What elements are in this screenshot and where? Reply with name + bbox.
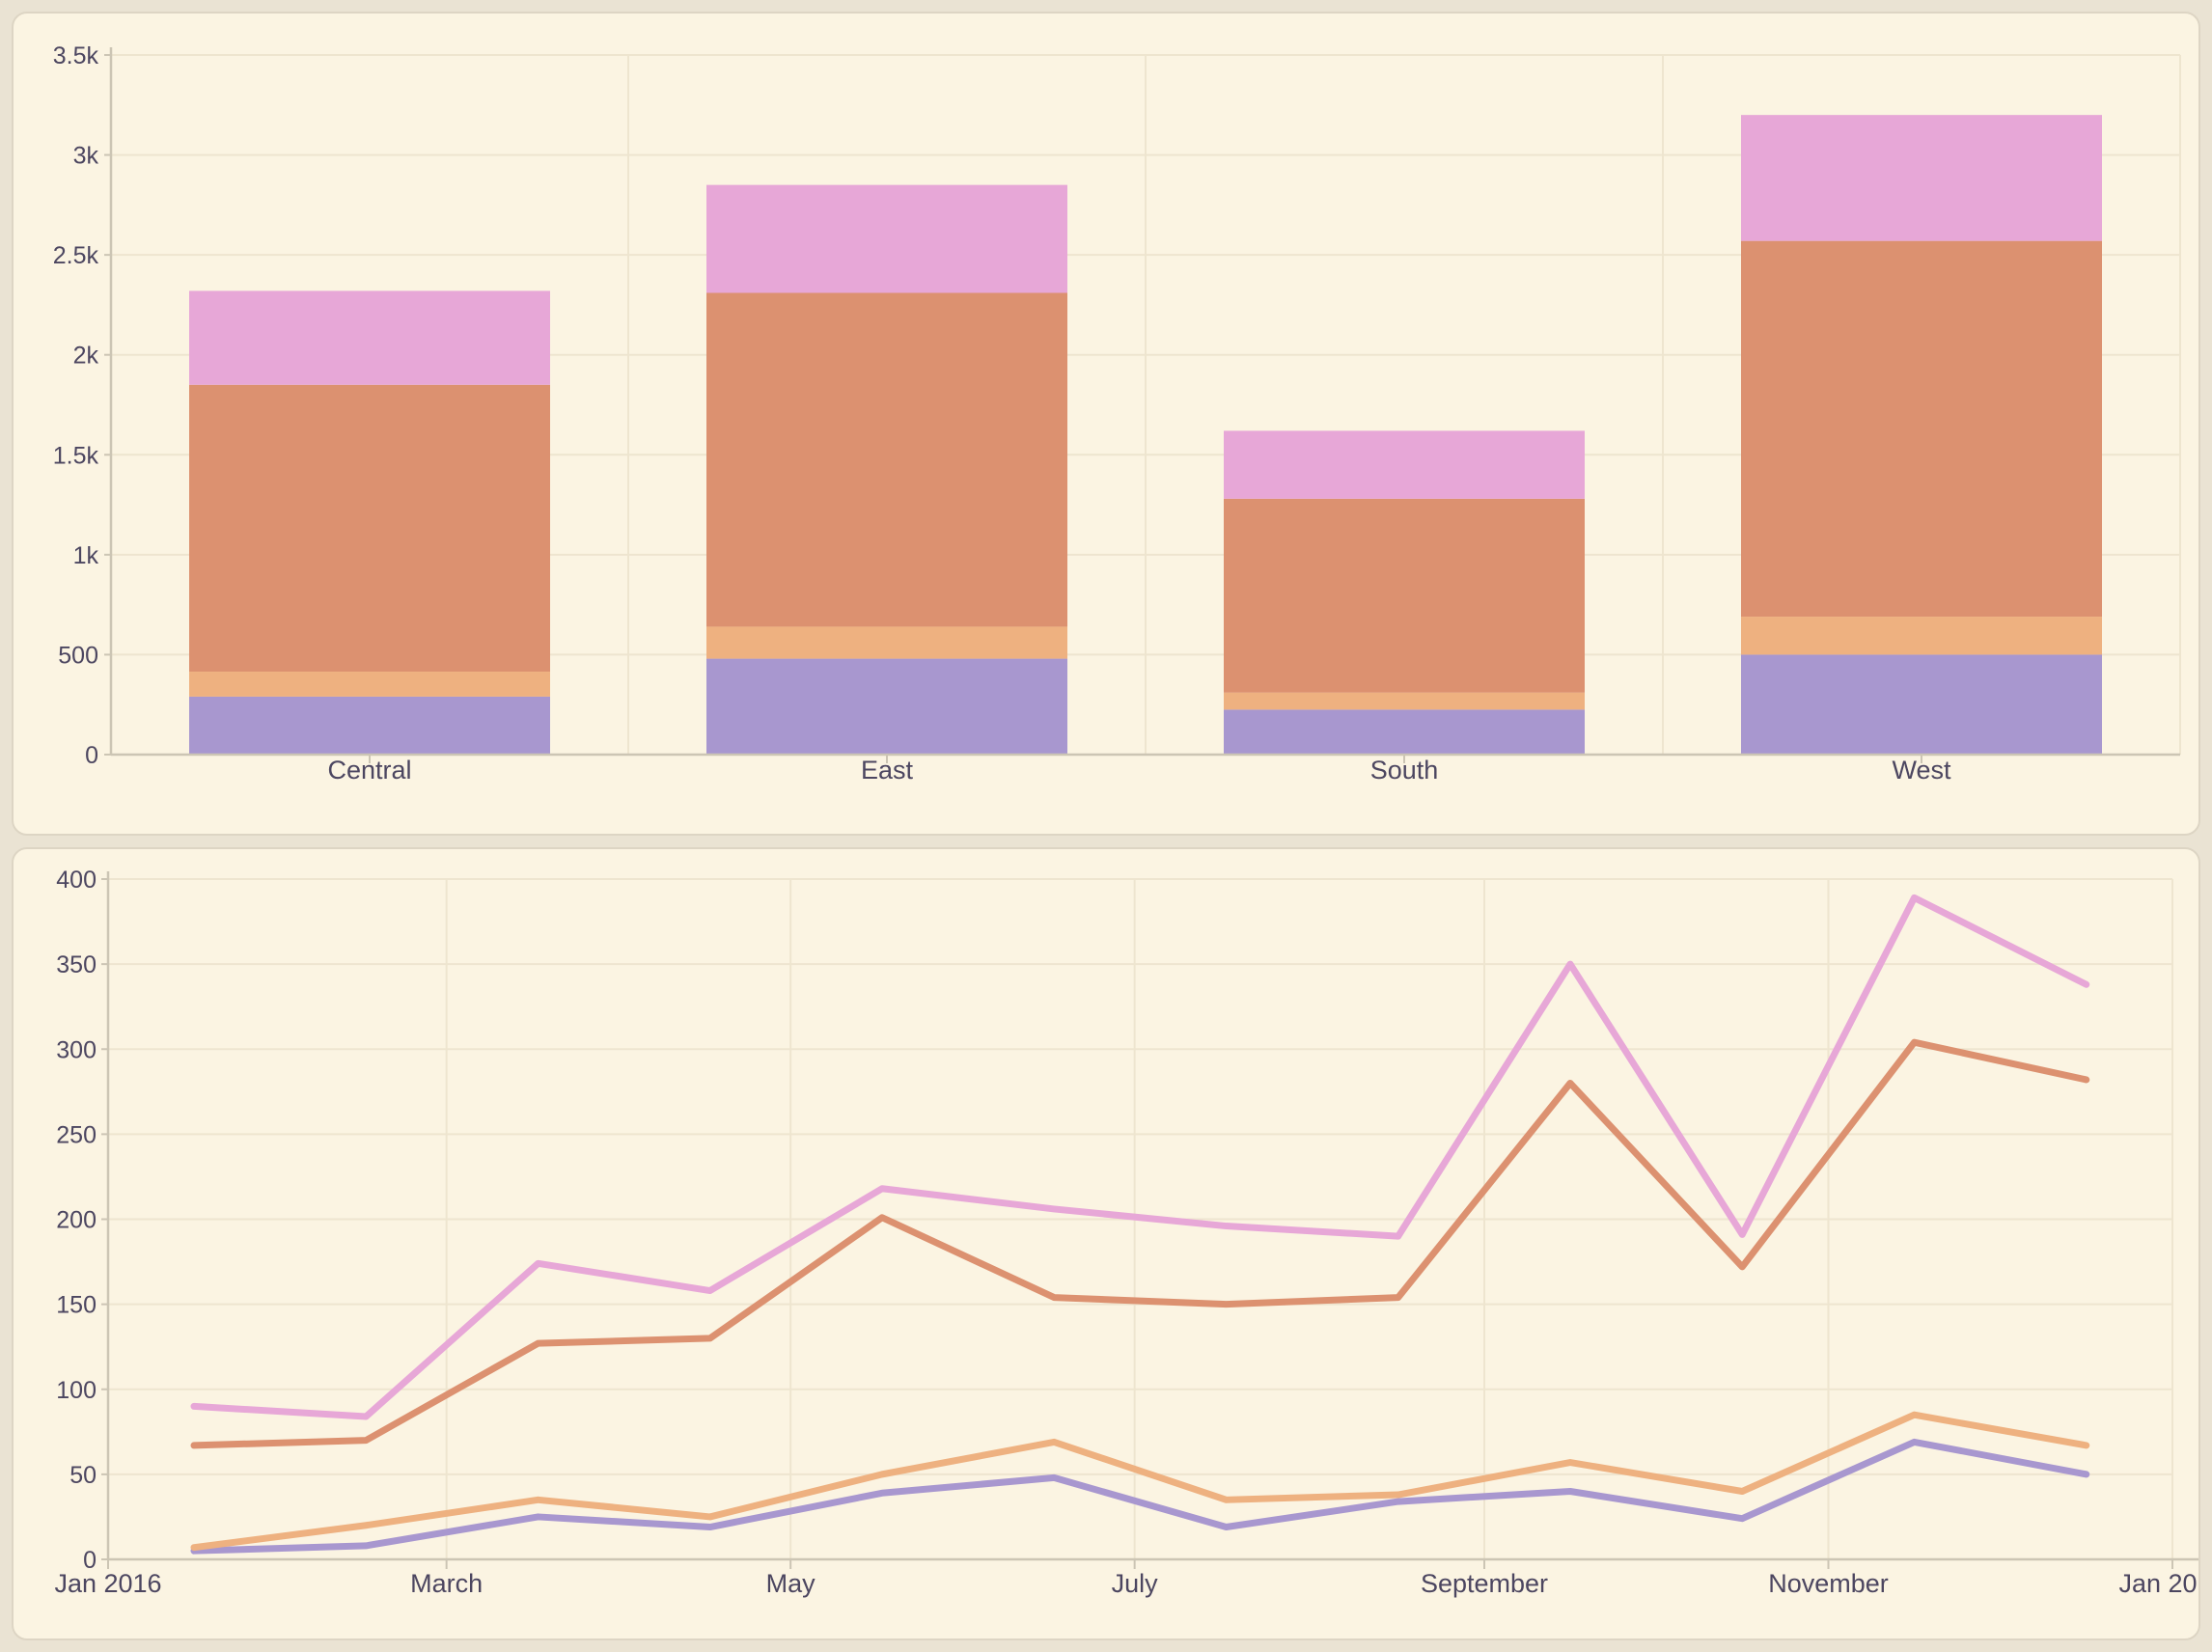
stacked-bar-chart: Central East South West 0 500 1k 1.5k 2k 2.5k 3k 3.… bbox=[53, 42, 2181, 785]
line-chart: 0 50 100 150 200 250 300 350 400 Jan 2016 March May… bbox=[54, 867, 2198, 1598]
x-axis-label-july: July bbox=[1112, 1569, 1159, 1598]
y-tick-label: 300 bbox=[56, 1036, 97, 1063]
line-pink[interactable] bbox=[190, 894, 2090, 1420]
bar-segment-pink-east[interactable] bbox=[706, 184, 1067, 293]
x-axis-label-jan-2017: Jan 2017 bbox=[2118, 1569, 2198, 1598]
x-axis-label-jan-2016: Jan 2016 bbox=[54, 1569, 161, 1598]
y-tick-label: 200 bbox=[56, 1207, 97, 1234]
x-axis-label-south: South bbox=[1370, 756, 1439, 785]
x-axis-label-east: East bbox=[861, 756, 914, 785]
x-axis-label-central: Central bbox=[327, 756, 411, 785]
bar-segment-light_orange-west[interactable] bbox=[1741, 617, 2102, 655]
bar-segment-light_orange-south[interactable] bbox=[1224, 692, 1585, 710]
line-purple[interactable] bbox=[190, 1438, 2090, 1555]
y-tick-label: 100 bbox=[56, 1377, 97, 1404]
bar-segment-purple-east[interactable] bbox=[706, 658, 1067, 755]
y-tick-label: 3.5k bbox=[53, 42, 99, 69]
line-salmon[interactable] bbox=[190, 1038, 2090, 1449]
bar-segment-pink-west[interactable] bbox=[1741, 115, 2102, 241]
y-tick-label: 2k bbox=[73, 343, 99, 370]
bar-segment-salmon-south[interactable] bbox=[1224, 498, 1585, 693]
y-tick-label: 3k bbox=[73, 143, 99, 170]
line-chart-card: 0 50 100 150 200 250 300 350 400 Jan 2016 March May… bbox=[12, 847, 2200, 1640]
bar-segment-purple-central[interactable] bbox=[189, 696, 550, 755]
bar-segment-purple-south[interactable] bbox=[1224, 709, 1585, 755]
x-axis-label-may: May bbox=[766, 1569, 816, 1598]
x-axis-label-november: November bbox=[1768, 1569, 1889, 1598]
y-tick-label: 0 bbox=[83, 1547, 97, 1574]
bar-segment-light_orange-east[interactable] bbox=[706, 626, 1067, 659]
y-tick-label: 1.5k bbox=[53, 442, 99, 469]
bar-segment-salmon-central[interactable] bbox=[189, 384, 550, 673]
bar-segment-light_orange-central[interactable] bbox=[189, 672, 550, 697]
line-light_orange[interactable] bbox=[190, 1411, 2090, 1552]
x-axis-label-march: March bbox=[410, 1569, 483, 1598]
x-axis-label-september: September bbox=[1421, 1569, 1548, 1598]
bar-segment-purple-west[interactable] bbox=[1741, 654, 2102, 755]
y-tick-label: 500 bbox=[58, 642, 98, 669]
y-tick-label: 400 bbox=[56, 867, 97, 894]
bar-segment-pink-central[interactable] bbox=[189, 290, 550, 385]
y-tick-label: 250 bbox=[56, 1121, 97, 1148]
y-tick-label: 1k bbox=[73, 542, 99, 569]
bar-segment-salmon-west[interactable] bbox=[1741, 240, 2102, 618]
bar-segment-salmon-east[interactable] bbox=[706, 292, 1067, 627]
x-axis-label-west: West bbox=[1892, 756, 1951, 785]
y-tick-label: 0 bbox=[85, 742, 98, 769]
y-tick-label: 50 bbox=[69, 1462, 97, 1489]
stacked-bar-chart-card: Central East South West 0 500 1k 1.5k 2k 2.5k 3k 3.… bbox=[12, 12, 2200, 836]
y-tick-label: 2.5k bbox=[53, 242, 99, 269]
y-tick-label: 350 bbox=[56, 951, 97, 978]
y-tick-label: 150 bbox=[56, 1292, 97, 1319]
bar-segment-pink-south[interactable] bbox=[1224, 430, 1585, 499]
